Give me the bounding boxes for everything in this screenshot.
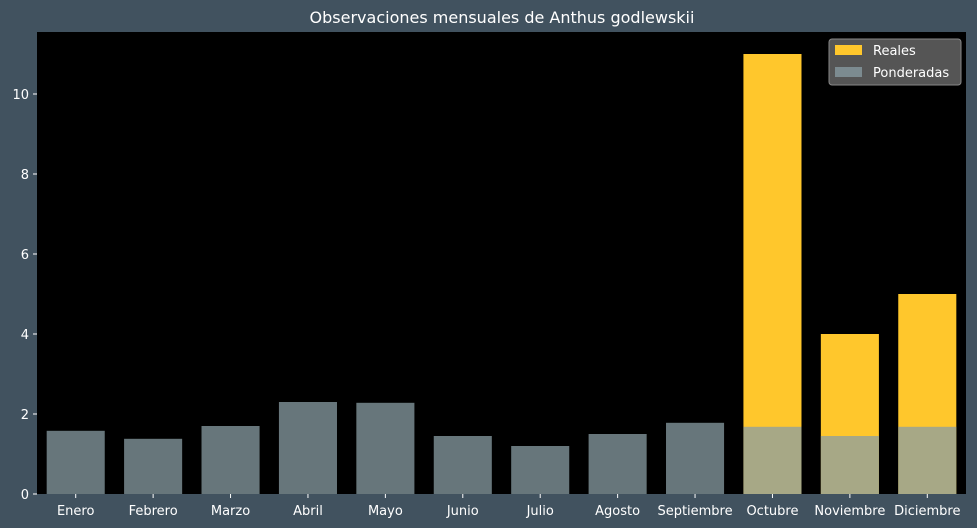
x-tick-label: Febrero — [129, 504, 178, 519]
legend-swatch-ponderadas — [835, 67, 862, 77]
legend-swatch-reales — [835, 45, 862, 55]
bar-reales-octubre — [743, 54, 802, 494]
x-tick-label: Enero — [57, 504, 95, 519]
bar-ponderadas-enero — [46, 430, 105, 494]
bar-ponderadas-marzo — [201, 426, 260, 494]
x-tick-label: Marzo — [211, 504, 250, 519]
chart-title: Observaciones mensuales de Anthus godlew… — [310, 8, 695, 27]
x-tick-label: Septiembre — [657, 504, 732, 519]
bar-ponderadas-mayo — [356, 402, 415, 494]
bar-ponderadas-agosto — [588, 434, 647, 494]
bar-ponderadas-febrero — [124, 438, 183, 494]
legend-label-reales: Reales — [873, 44, 916, 59]
x-tick-label: Noviembre — [814, 504, 885, 519]
y-tick-label: 10 — [12, 88, 29, 103]
x-tick-label: Diciembre — [894, 504, 960, 519]
bar-ponderadas-julio — [511, 446, 570, 494]
legend-label-ponderadas: Ponderadas — [873, 66, 949, 81]
x-tick-label: Octubre — [746, 504, 798, 519]
x-tick-label: Agosto — [595, 504, 640, 519]
y-tick-label: 2 — [21, 408, 29, 423]
x-tick-label: Abril — [293, 504, 323, 519]
x-tick-label: Julio — [526, 504, 554, 519]
bar-ponderadas-junio — [433, 436, 492, 494]
bar-ponderadas-noviembre — [820, 436, 879, 494]
y-tick-label: 6 — [21, 248, 29, 263]
y-tick-label: 0 — [21, 488, 29, 503]
legend: Reales Ponderadas — [828, 38, 962, 86]
bar-ponderadas-diciembre — [898, 426, 957, 494]
bar-ponderadas-octubre — [743, 426, 802, 494]
bar-ponderadas-septiembre — [666, 422, 725, 494]
plot-area — [37, 32, 966, 494]
y-tick-label: 4 — [21, 328, 29, 343]
bar-ponderadas-abril — [278, 402, 337, 494]
x-tick-label: Mayo — [368, 504, 403, 519]
y-tick-label: 8 — [21, 168, 29, 183]
x-tick-label: Junio — [446, 504, 479, 519]
